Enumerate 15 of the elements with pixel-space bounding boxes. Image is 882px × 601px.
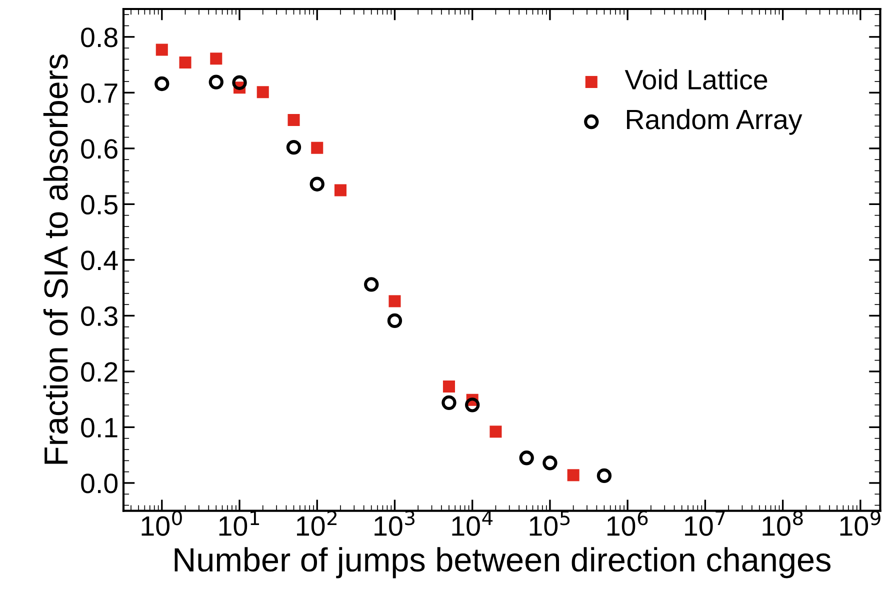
- y-axis-title: Fraction of SIA to absorbers: [43, 54, 68, 464]
- y-tick-label: 0.0: [81, 474, 118, 494]
- x-tick-label: 10$^{1}$: [219, 510, 260, 536]
- x-tick-label: 10$^{4}$: [452, 510, 493, 536]
- y-tick-label: 0.2: [81, 362, 118, 382]
- x-axis-title: Number of jumps between direction changes: [174, 547, 830, 578]
- y-tick-label: 0.5: [81, 194, 118, 215]
- legend-label: Random Array: [627, 108, 802, 135]
- y-tick-label: 0.6: [81, 139, 118, 159]
- y-tick-label: 0.7: [81, 83, 118, 103]
- legend-label: Void Lattice: [624, 69, 768, 90]
- y-tick-label: 0.1: [81, 418, 118, 438]
- y-tick-label: 0.4: [81, 250, 118, 270]
- y-tick-label: 0.3: [81, 306, 118, 326]
- y-tick-label: 0.8: [81, 28, 118, 48]
